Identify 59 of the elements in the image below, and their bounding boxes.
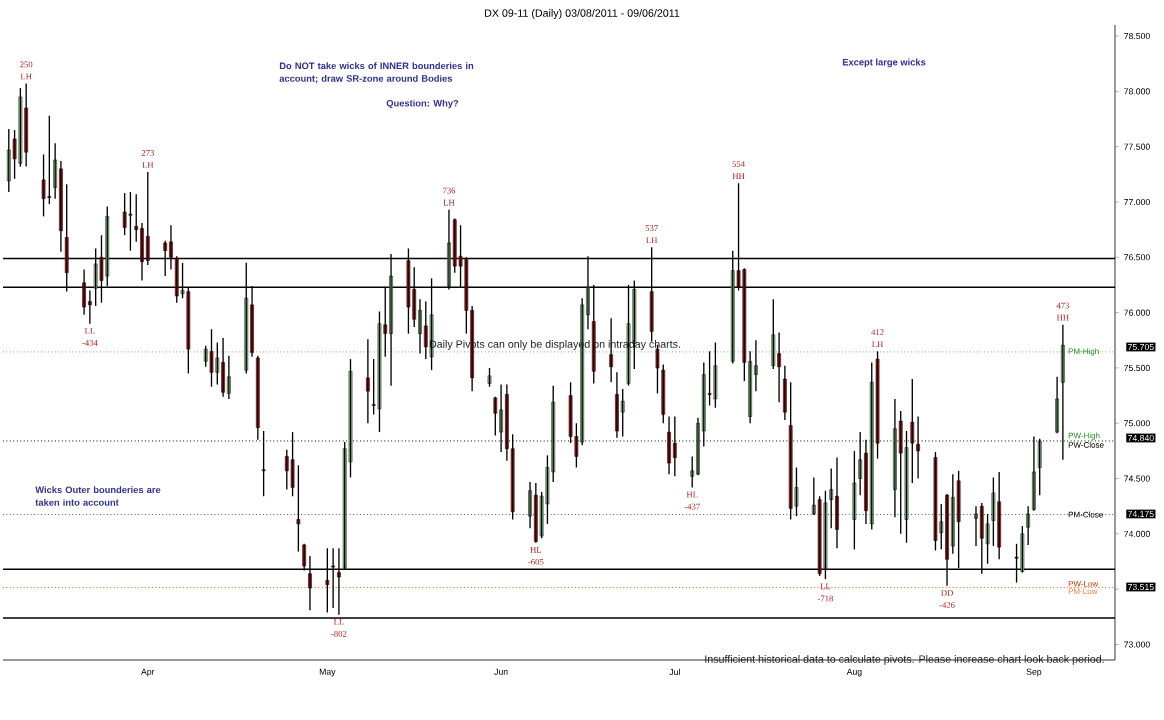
y-tick-label: 74.000 — [1124, 530, 1150, 537]
y-tick-label: 78.500 — [1124, 33, 1150, 40]
annotation: 736 — [443, 187, 456, 194]
x-tick-label: May — [319, 668, 336, 677]
annotation: 412 — [871, 329, 884, 336]
annotation: LH — [20, 73, 32, 80]
annotation: LH — [872, 341, 884, 348]
annotation: -426 — [939, 602, 955, 608]
text: 75.705 — [1128, 343, 1154, 351]
x-tick-label: Jun — [494, 668, 508, 675]
annotation: 250 — [20, 61, 33, 68]
y-tick-label: 73.000 — [1124, 641, 1150, 648]
annotation: DD — [941, 590, 953, 596]
annotation: Question: Why? — [386, 99, 459, 109]
annotation: Wicks Outer bounderies are taken into account — [35, 486, 161, 506]
y-tick-label: 76.500 — [1124, 254, 1150, 261]
ref-line-label: PM-Low — [1068, 588, 1098, 595]
annotation: -718 — [817, 595, 834, 602]
y-tick-label: 77.500 — [1124, 143, 1150, 150]
annotation: -802 — [331, 630, 347, 637]
y-tick-label: 75.500 — [1124, 364, 1150, 371]
y-tick-label: 75.000 — [1124, 420, 1150, 427]
annotation: HH — [732, 173, 745, 179]
ref-line-label: PW-Low — [1068, 581, 1099, 587]
annotation: LL — [84, 327, 95, 334]
x-tick-label: Apr — [141, 668, 155, 677]
annotation: 273 — [141, 150, 154, 156]
annotation: 554 — [732, 161, 745, 167]
annotation: HL — [686, 491, 698, 498]
annotation: LL — [820, 583, 831, 590]
x-tick-label: Aug — [846, 668, 862, 677]
y-tick-label: 78.000 — [1124, 88, 1150, 95]
annotation: LH — [443, 199, 455, 206]
annotation: -437 — [684, 503, 700, 510]
annotation: Insufficient historical data to calculate pivots. Please increase chart look back period. — [705, 655, 1104, 665]
y-tick-label: 76.000 — [1124, 309, 1150, 316]
ref-line-label: PM-Close — [1068, 511, 1103, 518]
text: 74.175 — [1128, 510, 1154, 518]
y-tick-label: 74.500 — [1124, 475, 1150, 482]
annotation: Do NOT take wicks of INNER bounderies in account; draw SR-zone around Bodies — [279, 62, 474, 84]
annotation: LH — [142, 162, 154, 168]
x-tick-label: Sep — [1026, 668, 1042, 677]
chart-title: DX 09-11 (Daily) 03/08/2011 - 09/06/2011 — [485, 9, 680, 19]
ref-line-label: PM-High — [1068, 348, 1099, 356]
ref-line-label: PW-High — [1068, 432, 1100, 440]
x-tick-label: Jul — [669, 668, 680, 676]
text: 74.840 — [1128, 434, 1154, 442]
annotation: LH — [646, 237, 658, 244]
annotation: -434 — [82, 339, 98, 346]
annotation: Except large wicks — [842, 58, 926, 68]
ref-line-label: PW-Close — [1068, 441, 1104, 448]
annotation: HH — [1056, 314, 1069, 321]
annotation: -605 — [528, 559, 544, 565]
annotation: HL — [530, 547, 542, 553]
annotation: 537 — [645, 225, 658, 232]
annotation: 473 — [1056, 302, 1070, 309]
text: 73.515 — [1128, 583, 1154, 591]
y-tick-label: 77.000 — [1124, 198, 1150, 206]
annotation: LL — [333, 618, 344, 625]
